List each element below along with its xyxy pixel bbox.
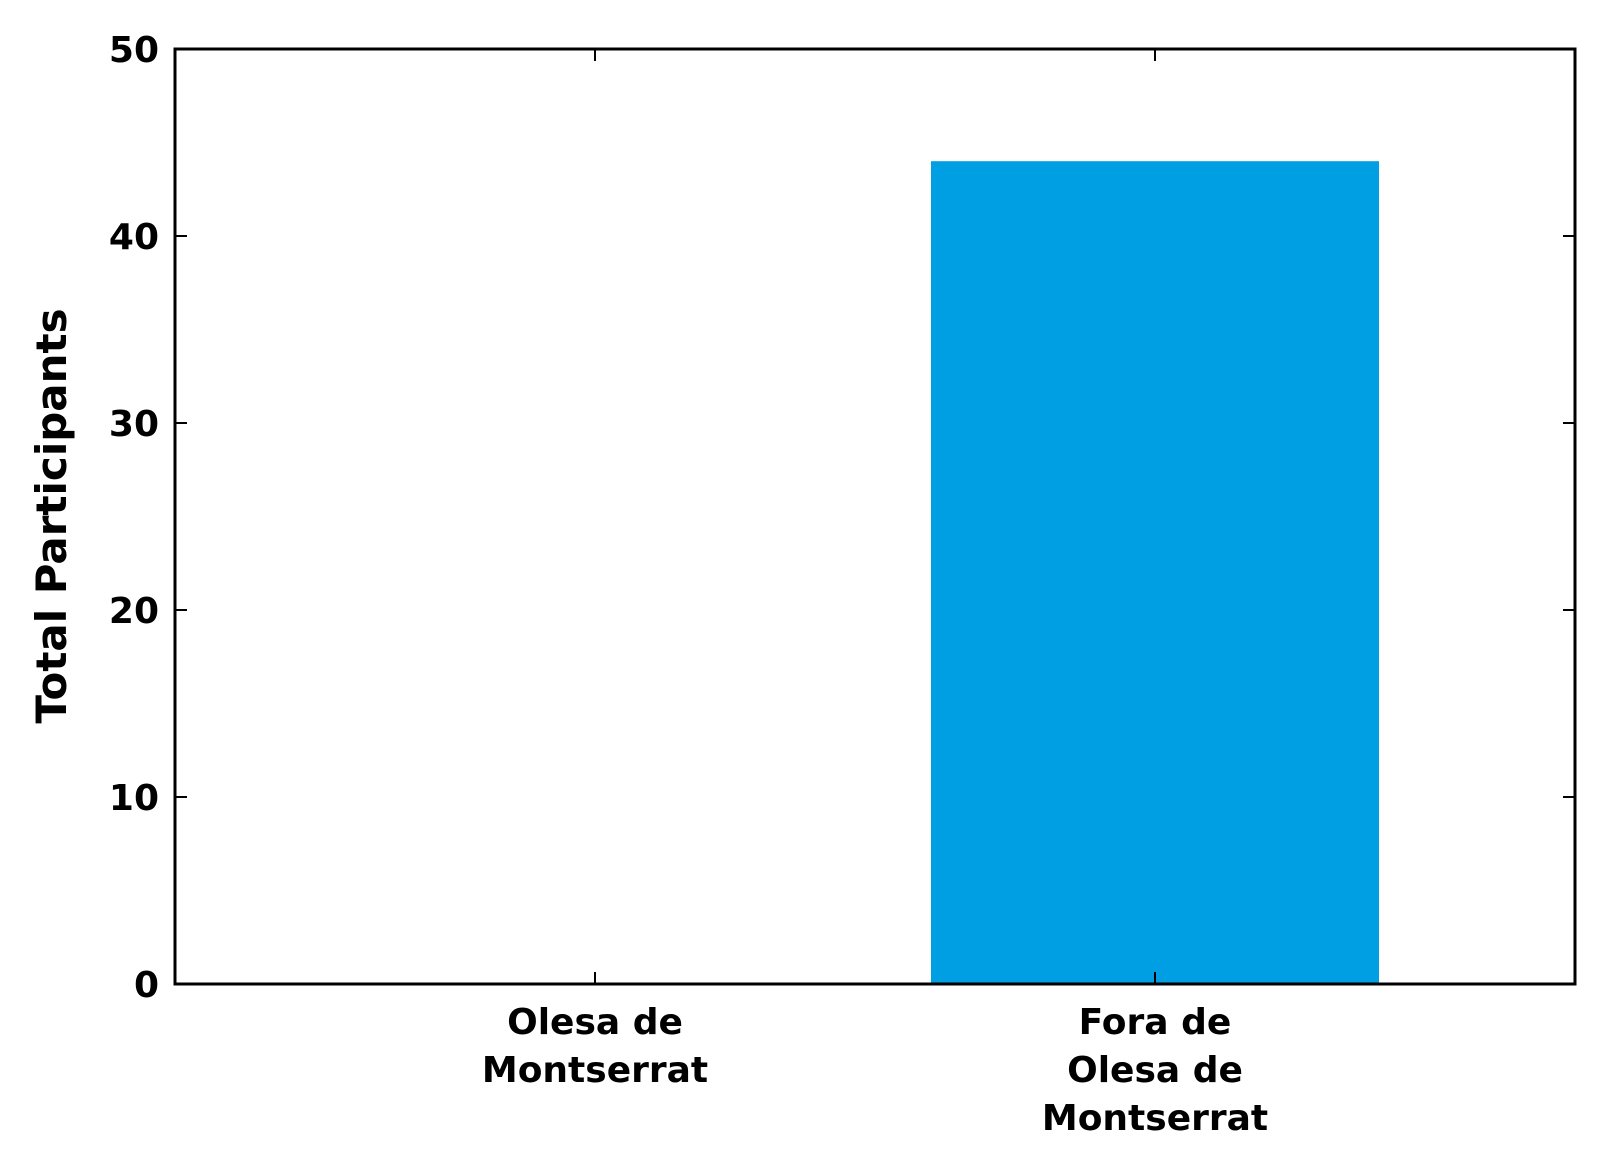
x-tick-label-line: Fora de [1079,1002,1232,1043]
x-tick-label-line: Montserrat [482,1050,708,1091]
labels-layer: 0 10 20 30 40 50 Olesa de Montserrat Fora de Oles… [109,30,1268,1139]
y-tick-label-0: 0 [134,965,159,1006]
ticks-layer [175,48,1575,985]
y-tick-label-5: 50 [109,30,159,71]
x-tick-label-line: Montserrat [1042,1098,1268,1139]
y-axis-title: Total Participants [27,308,76,723]
x-tick-label-0: Olesa de Montserrat [482,1002,708,1091]
bar-1 [931,161,1379,984]
bars-layer [931,161,1379,984]
y-tick-label-3: 30 [109,404,159,445]
x-tick-label-line: Olesa de [1067,1050,1243,1091]
plot-frame [173,47,1577,986]
x-tick-label-line: Olesa de [507,1002,683,1043]
y-tick-label-2: 20 [109,591,159,632]
y-tick-label-1: 10 [109,778,159,819]
x-tick-label-1: Fora de Olesa de Montserrat [1042,1002,1268,1139]
y-tick-label-4: 40 [109,217,159,258]
